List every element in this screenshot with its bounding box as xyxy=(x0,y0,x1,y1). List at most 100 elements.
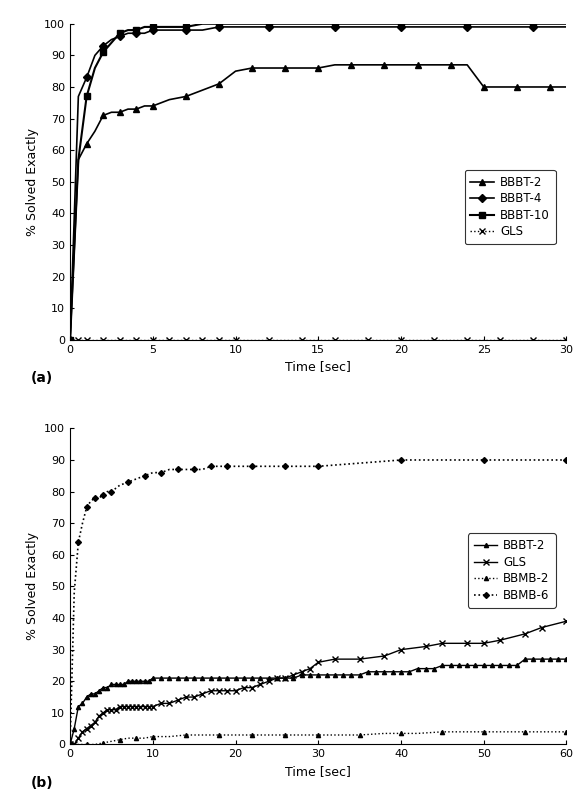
BBBT-2 xyxy=(348,60,355,70)
BBBT-4 xyxy=(331,22,338,32)
BBMB-6 xyxy=(232,462,239,471)
Line: BBBT-4: BBBT-4 xyxy=(67,24,569,343)
BBMB-2 xyxy=(150,732,157,741)
BBMB-6 xyxy=(83,503,90,512)
BBBT-2 xyxy=(331,60,338,70)
GLS xyxy=(100,335,107,345)
BBBT-4 xyxy=(91,51,98,60)
BBBT-2 xyxy=(430,60,437,70)
BBBT-2 xyxy=(116,108,123,117)
GLS xyxy=(464,335,471,345)
BBMB-2 xyxy=(166,732,173,741)
GLS xyxy=(215,335,223,345)
GLS xyxy=(232,686,239,695)
BBBT-4 xyxy=(497,22,504,32)
GLS xyxy=(83,335,90,345)
BBBT-10 xyxy=(199,19,206,29)
BBBT-2 xyxy=(75,702,82,711)
BBBT-2 xyxy=(530,82,537,92)
GLS xyxy=(364,335,371,345)
GLS xyxy=(497,335,504,345)
BBMB-6 xyxy=(104,487,111,497)
BBMB-2 xyxy=(215,730,223,740)
BBMB-2 xyxy=(497,727,504,737)
BBMB-2 xyxy=(538,727,545,737)
BBBT-4 xyxy=(265,22,272,32)
BBBT-4 xyxy=(563,22,570,32)
GLS xyxy=(430,335,437,345)
BBBT-10 xyxy=(116,29,123,38)
BBBT-10 xyxy=(108,38,115,48)
BBMB-6 xyxy=(67,740,74,749)
BBMB-6 xyxy=(199,465,206,474)
BBBT-10 xyxy=(464,19,471,29)
BBBT-2 xyxy=(315,63,322,73)
BBMB-6 xyxy=(174,465,181,474)
BBBT-2 xyxy=(298,63,305,73)
BBBT-2 xyxy=(83,139,90,149)
Legend: BBBT-2, GLS, BBMB-2, BBMB-6: BBBT-2, GLS, BBMB-2, BBMB-6 xyxy=(468,533,555,607)
BBMB-6 xyxy=(356,459,363,468)
BBMB-2 xyxy=(232,730,239,740)
BBMB-6 xyxy=(480,455,487,465)
Y-axis label: % Solved Exactly: % Solved Exactly xyxy=(26,532,39,641)
Line: BBBT-2: BBBT-2 xyxy=(67,62,569,343)
BBBT-2 xyxy=(464,60,471,70)
BBBT-10 xyxy=(331,19,338,29)
BBBT-2 xyxy=(100,111,107,120)
BBMB-2 xyxy=(563,727,570,737)
BBMB-6 xyxy=(158,468,165,478)
Text: (a): (a) xyxy=(30,371,53,386)
BBBT-4 xyxy=(232,22,239,32)
GLS xyxy=(530,335,537,345)
BBBT-4 xyxy=(430,22,437,32)
BBMB-2 xyxy=(100,738,107,748)
BBMB-6 xyxy=(215,462,223,471)
GLS xyxy=(182,335,189,345)
Line: BBMB-6: BBMB-6 xyxy=(68,458,569,747)
BBBT-2 xyxy=(249,63,256,73)
BBBT-4 xyxy=(100,41,107,51)
GLS xyxy=(133,335,140,345)
BBMB-2 xyxy=(182,730,189,740)
BBBT-10 xyxy=(265,19,272,29)
Line: BBMB-2: BBMB-2 xyxy=(68,729,569,747)
BBBT-2 xyxy=(215,79,223,89)
Line: GLS: GLS xyxy=(67,337,569,343)
BBMB-6 xyxy=(79,519,86,528)
GLS xyxy=(150,335,157,345)
BBBT-2 xyxy=(265,673,272,683)
GLS xyxy=(315,657,322,667)
BBMB-6 xyxy=(207,462,214,471)
BBBT-4 xyxy=(124,29,131,38)
GLS xyxy=(199,335,206,345)
BBBT-2 xyxy=(91,127,98,136)
BBBT-10 xyxy=(497,19,504,29)
BBMB-6 xyxy=(124,478,131,487)
BBBT-2 xyxy=(513,82,520,92)
BBMB-6 xyxy=(190,465,197,474)
BBBT-10 xyxy=(75,155,82,165)
BBBT-10 xyxy=(100,48,107,57)
BBBT-10 xyxy=(124,25,131,35)
Text: (b): (b) xyxy=(30,776,53,790)
BBMB-2 xyxy=(439,727,446,737)
Legend: BBBT-2, BBBT-4, BBBT-10, GLS: BBBT-2, BBBT-4, BBBT-10, GLS xyxy=(464,170,555,244)
Line: GLS: GLS xyxy=(67,619,569,748)
BBMB-6 xyxy=(108,487,115,497)
BBBT-2 xyxy=(75,155,82,165)
BBBT-4 xyxy=(108,35,115,44)
BBMB-2 xyxy=(480,727,487,737)
BBBT-2 xyxy=(522,654,529,664)
BBBT-4 xyxy=(67,335,74,345)
BBMB-6 xyxy=(71,588,78,597)
BBBT-10 xyxy=(91,63,98,73)
BBBT-2 xyxy=(422,664,429,673)
BBMB-2 xyxy=(381,729,388,738)
BBBT-10 xyxy=(430,19,437,29)
BBMB-6 xyxy=(91,493,98,503)
BBBT-10 xyxy=(150,22,157,32)
BBBT-4 xyxy=(398,22,405,32)
BBBT-2 xyxy=(67,335,74,345)
BBBT-2 xyxy=(538,654,545,664)
